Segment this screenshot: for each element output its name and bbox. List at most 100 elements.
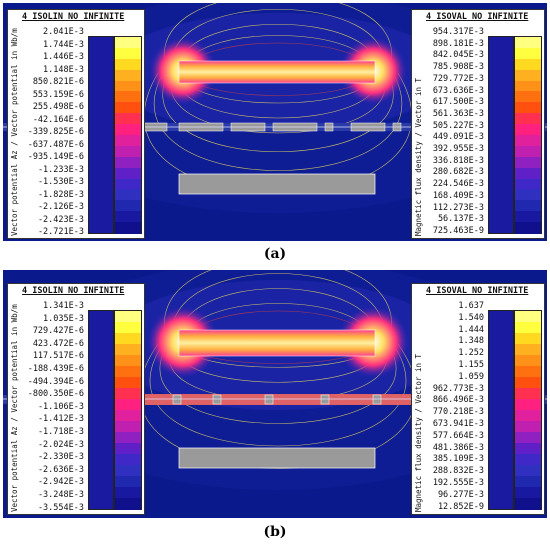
legend-color-bar-blue (88, 36, 114, 234)
legend-value: 112.273E-3 (432, 202, 484, 213)
legend-value: 1.446E-3 (43, 52, 84, 62)
legend-swatch (515, 333, 541, 345)
legend-swatch (515, 58, 541, 71)
legend-color-scale (114, 36, 142, 234)
caption-b: (b) (263, 524, 287, 540)
legend-swatch (515, 80, 541, 93)
legend-axis-label: Vector potential Az / Vector potential i… (10, 28, 19, 236)
legend-swatch (115, 222, 141, 234)
legend-value: 2.041E-3 (43, 27, 84, 37)
legend-swatch (115, 498, 141, 510)
legend-swatch (115, 343, 141, 356)
legend-swatch (115, 211, 141, 224)
legend-color-bar-blue (88, 310, 114, 510)
legend-swatch (115, 102, 141, 115)
legend-swatch (515, 222, 541, 234)
legend-swatch (115, 80, 141, 93)
legend-axis-label: Magnetic flux density / Vector in T (414, 77, 423, 236)
legend-swatch (115, 135, 141, 147)
legend-value: 1.341E-3 (43, 301, 84, 311)
legend-swatch (515, 91, 541, 104)
caption-a: (a) (263, 246, 287, 262)
legend-swatch (115, 69, 141, 82)
legend-value: -637.487E-6 (27, 139, 84, 150)
legend-value: -2.330E-3 (37, 452, 84, 463)
legend-value: 785.908E-3 (432, 62, 484, 73)
legend-value: 673.636E-3 (432, 85, 484, 96)
legend-swatch (515, 69, 541, 82)
legend-value: -1.412E-3 (37, 414, 84, 425)
legend-value: 770.218E-3 (432, 407, 484, 418)
legend-swatch (115, 200, 141, 213)
legend-value: -42.164E-6 (32, 114, 84, 125)
legend-swatch (115, 399, 141, 411)
legend-value: -1.828E-3 (37, 189, 84, 200)
legend-value: -2.126E-3 (37, 202, 84, 212)
legend-swatch (515, 487, 541, 499)
legend-swatch (115, 376, 141, 389)
legend-values: 1.637 1.540 1.444 1.348 1.252 1.155 1.05… (426, 302, 484, 512)
legend-value: 1.540 (458, 312, 484, 323)
legend-swatch (115, 465, 141, 477)
legend-values: 954.317E-3 898.181E-3 842.045E-3 785.908… (426, 28, 484, 236)
legend-title: 4_ISOLIN_NO_INFINITE (22, 286, 125, 296)
legend-value: -2.721E-3 (37, 227, 84, 237)
legend-value: 577.664E-3 (432, 430, 484, 441)
legend-swatch (115, 355, 141, 367)
legend-value: 423.472E-6 (32, 338, 84, 349)
legend-swatch (115, 322, 141, 334)
legend-value: -2.942E-3 (37, 477, 84, 488)
legend-swatch (515, 156, 541, 169)
legend-value: -800.350E-6 (27, 389, 84, 400)
legend-swatch (515, 388, 541, 400)
figure-b: 4_ISOLIN_NO_INFINITE Vector potential Az… (3, 270, 547, 518)
legend-swatch (515, 113, 541, 126)
legend-value: 12.852E-9 (437, 501, 484, 512)
legend-value: -2.024E-3 (37, 439, 84, 450)
legend-swatch (515, 200, 541, 213)
legend-swatch (515, 498, 541, 510)
legend-swatch (515, 145, 541, 158)
legend-axis-label: Vector potential Az / Vector potential i… (10, 304, 19, 512)
magnet-bar (178, 60, 376, 84)
legend-value: 1.155 (458, 360, 484, 370)
legend-axis-label: Magnetic flux density / Vector in T (414, 353, 423, 512)
legend-value: 729.427E-6 (32, 326, 84, 337)
legend-value: 385.109E-3 (432, 454, 484, 465)
legend-values: 2.041E-3 1.744E-3 1.446E-3 1.148E-3 850.… (22, 28, 84, 236)
legend-swatch (115, 113, 141, 126)
legend-swatch (515, 343, 541, 356)
legend-value: 224.546E-3 (432, 179, 484, 190)
legend-swatch (515, 376, 541, 389)
legend-swatch (115, 178, 141, 191)
legend-swatch (515, 476, 541, 488)
legend-color-bar-blue (488, 36, 514, 234)
legend-value: 280.682E-3 (432, 167, 484, 178)
legend-swatch (515, 167, 541, 180)
figure-a: 4_ISOLIN_NO_INFINITE Vector potential Az… (3, 3, 547, 241)
legend-value: 673.941E-3 (432, 419, 484, 429)
legend-value: -1.530E-3 (37, 177, 84, 187)
legend-swatch (515, 399, 541, 411)
legend-value: 1.444 (458, 324, 484, 335)
legend-color-scale (514, 310, 542, 510)
legend-value: -1.718E-3 (37, 427, 84, 437)
legend-swatch (515, 178, 541, 191)
legend-value: 1.059 (458, 371, 484, 382)
legend-swatch (115, 333, 141, 345)
legend-value: 1.252 (458, 348, 484, 359)
steel-plate (178, 447, 376, 469)
legend-color-scale (514, 36, 542, 234)
legend-value: 56.137E-3 (437, 214, 484, 225)
legend-swatch (515, 355, 541, 367)
legend-value: 617.500E-3 (432, 97, 484, 108)
legend-value: 96.277E-3 (437, 489, 484, 500)
legend-swatch (115, 124, 141, 136)
legend-value: 255.498E-6 (32, 102, 84, 112)
legend-swatch (115, 91, 141, 104)
legend-swatch (515, 366, 541, 378)
legend-color-scale (114, 310, 142, 510)
legend-value: 850.821E-6 (32, 77, 84, 87)
legend-value: -3.554E-3 (37, 502, 84, 513)
legend-value: 898.181E-3 (432, 38, 484, 49)
